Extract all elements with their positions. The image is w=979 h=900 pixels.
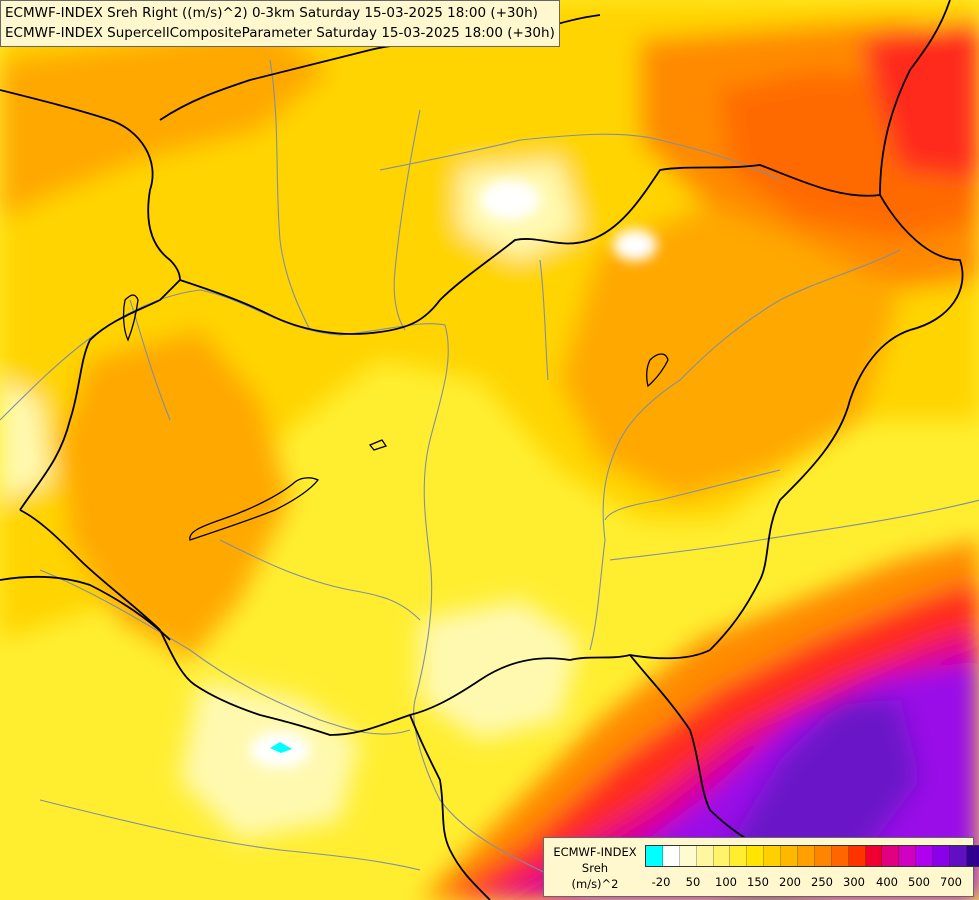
river-maros (609, 499, 979, 561)
cyan-spot (270, 742, 292, 753)
legend-swatch (662, 846, 680, 866)
legend-tick-label: 50 (685, 875, 701, 889)
legend-swatch (814, 846, 832, 866)
legend-swatch (679, 846, 697, 866)
river-lake-inflow (129, 299, 171, 421)
field-red-northeast (860, 20, 979, 180)
legend-swatch (831, 846, 849, 866)
legend-swatch (747, 846, 765, 866)
legend-swatch (713, 846, 731, 866)
field-pale-far-west (0, 380, 50, 500)
map-title-box: ECMWF-INDEX Sreh Right ((m/s)^2) 0-3km S… (0, 0, 560, 47)
legend-tick-label: 300 (843, 875, 865, 889)
legend-swatch (848, 846, 866, 866)
legend-swatch (882, 846, 900, 866)
border-ukraine-romania (879, 0, 951, 196)
river-hron (393, 109, 421, 331)
lake-balaton (189, 477, 320, 541)
legend-tick-label: 200 (779, 875, 801, 889)
lakes (122, 294, 669, 541)
legend-tick-labels: -20 50 100 150 200 250 300 400 500 700 (645, 875, 967, 891)
legend-swatch (696, 846, 714, 866)
legend-color-scale (645, 845, 979, 867)
lake-small-east (646, 353, 669, 388)
legend-caption-line-1: ECMWF-INDEX (553, 845, 637, 859)
field-orange-east (560, 200, 900, 500)
legend-swatch (966, 846, 979, 866)
lake-neusiedl (122, 294, 139, 342)
river-drava (39, 569, 411, 735)
border-austria-slovakia (0, 89, 181, 281)
legend-swatch (764, 846, 782, 866)
map-title-line-1: ECMWF-INDEX Sreh Right ((m/s)^2) 0-3km S… (5, 5, 538, 21)
legend-swatch (933, 846, 951, 866)
legend-tick-label: -20 (651, 875, 671, 889)
legend-tick-label: 150 (747, 875, 769, 889)
river-vah (269, 59, 311, 331)
legend-swatch (798, 846, 815, 866)
river-north (379, 133, 781, 181)
field-orange-west (60, 330, 290, 660)
legend-swatch (916, 846, 934, 866)
legend-swatch (781, 846, 799, 866)
river-koros (604, 469, 781, 521)
river-west-network (219, 539, 421, 621)
border-croatia-serbia (409, 714, 491, 900)
border-hungary-south (19, 509, 571, 736)
legend-tick-label: 250 (811, 875, 833, 889)
legend-swatch (865, 846, 883, 866)
pale-spot-north (480, 180, 540, 220)
legend-caption: ECMWF-INDEX Sreh (m/s)^2 (548, 844, 642, 892)
pale-spot-center-north (613, 229, 657, 261)
legend-swatch (950, 846, 967, 866)
border-hungary-slovakia (179, 164, 881, 335)
color-legend: ECMWF-INDEX Sreh (m/s)^2 -20 50 100 150 200 2… (543, 837, 979, 897)
river-tisza (589, 249, 901, 651)
border-austria-slovenia (0, 575, 171, 641)
legend-tick-label: 100 (715, 875, 737, 889)
legend-tick-label: 400 (876, 875, 898, 889)
river-zagyva (539, 259, 549, 381)
field-pale-south (420, 600, 580, 740)
border-hungary-west (19, 279, 181, 511)
legend-swatch (899, 846, 917, 866)
river-sava (39, 799, 421, 871)
river-danube (0, 289, 561, 881)
legend-caption-line-2: Sreh (581, 861, 609, 875)
map-title-line-2: ECMWF-INDEX SupercellCompositeParameter … (5, 25, 555, 41)
lake-small-center (368, 439, 388, 451)
legend-tick-label: 700 (940, 875, 962, 889)
legend-tick-label: 500 (908, 875, 930, 889)
legend-swatch (730, 846, 748, 866)
field-orange-northwest (0, 20, 330, 220)
rivers (0, 59, 979, 881)
legend-swatch (646, 846, 663, 866)
border-hungary-east (569, 194, 964, 661)
legend-caption-line-3: (m/s)^2 (571, 877, 619, 891)
